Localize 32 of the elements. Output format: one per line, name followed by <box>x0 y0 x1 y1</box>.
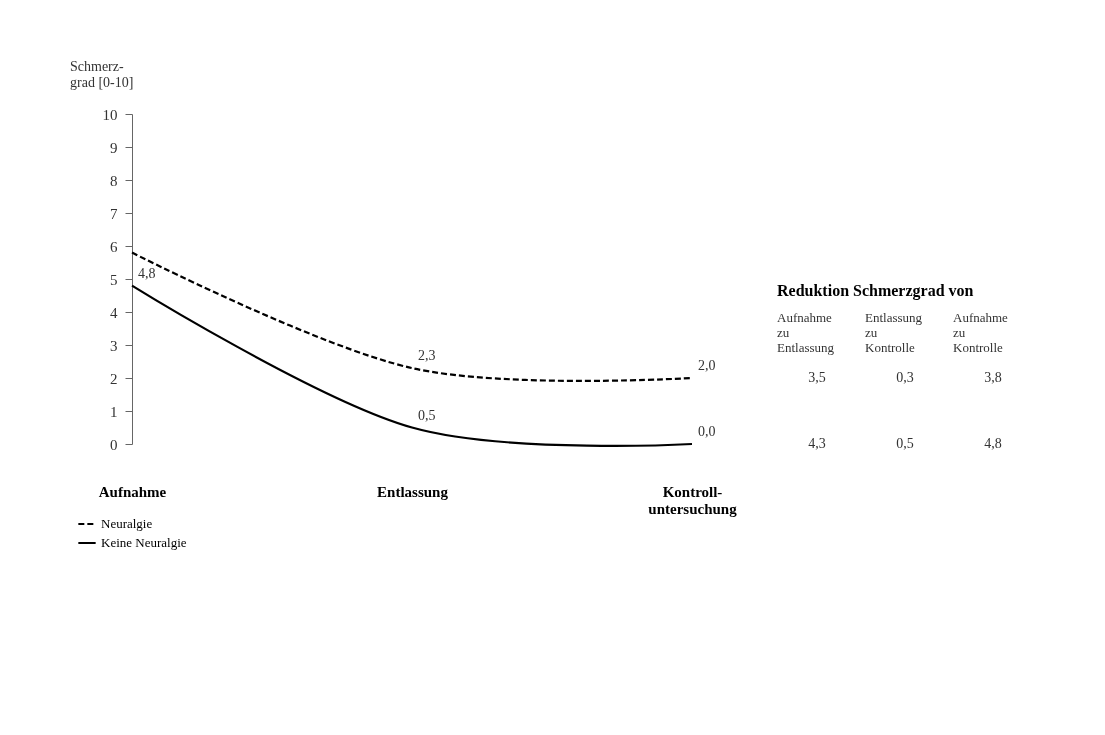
y-tick-label: 7 <box>110 205 118 222</box>
y-tick-label: 1 <box>110 403 118 420</box>
text: Entlassung zu Kontrolle <box>865 310 923 355</box>
data-label: 0,5 <box>418 407 436 423</box>
annotation: 3,5 <box>808 370 826 385</box>
text: 3,8 <box>984 370 1002 385</box>
y-tick-label: 0 <box>110 436 118 453</box>
annotation: 4,3 <box>808 436 826 451</box>
y-tick-label: 10 <box>102 106 118 123</box>
text: Aufnahme zu Kontrolle <box>953 310 1009 355</box>
legend-label: Neuralgie <box>101 516 153 531</box>
annotation: Aufnahme zu Entlassung <box>777 310 835 355</box>
y-tick-label: 2 <box>110 370 118 387</box>
y-axis-title: Schmerz-grad [0-10] <box>70 59 134 90</box>
data-label: 4,8 <box>138 265 156 281</box>
y-tick-label: 9 <box>110 139 118 156</box>
text: 0,5 <box>896 436 914 451</box>
y-tick-label: 8 <box>110 172 118 189</box>
data-label: 2,0 <box>698 358 716 373</box>
data-label: 2,3 <box>418 348 436 364</box>
y-tick-label: 6 <box>110 238 118 255</box>
annotation: Reduktion Schmerzgrad von <box>777 281 974 300</box>
data-label: 0,0 <box>698 424 716 439</box>
text: 0,3 <box>896 370 914 385</box>
y-tick-label: 4 <box>110 304 118 321</box>
x-tick-label: Kontroll-untersuchung <box>648 483 738 517</box>
x-tick-label: Aufnahme <box>98 483 167 500</box>
legend-label: Keine Neuralgie <box>101 535 187 550</box>
text: 4,8 <box>984 436 1002 451</box>
x-tick-label: Entlassung <box>377 483 449 500</box>
y-tick-label: 3 <box>110 337 118 354</box>
y-tick-label: 5 <box>110 271 118 288</box>
